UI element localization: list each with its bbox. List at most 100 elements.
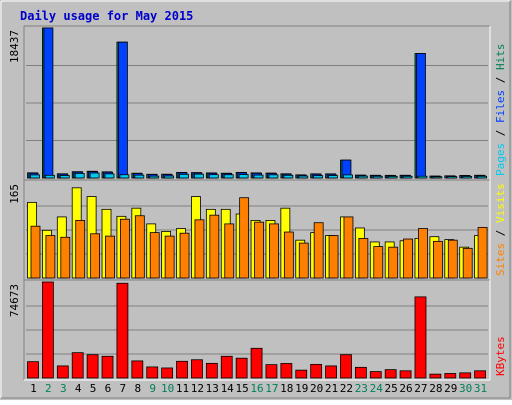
x-tick-label-day-7: 7	[120, 382, 127, 395]
bar-kbytes-day-14	[220, 355, 233, 379]
bar-kbytes-day-9	[146, 366, 159, 379]
bar-pages-day-6	[104, 173, 115, 179]
x-tick-label-day-26: 26	[399, 382, 412, 395]
x-tick-label-day-3: 3	[60, 382, 67, 395]
x-tick-label-day-29: 29	[444, 382, 457, 395]
panel-kbytes: 74673 KBytes	[8, 279, 507, 381]
bar-sites-day-15	[239, 197, 250, 279]
bar-sites-day-6	[105, 235, 115, 279]
bar-pages-day-9	[149, 175, 160, 179]
x-tick-label-day-4: 4	[75, 382, 82, 395]
label-separator: /	[494, 223, 507, 243]
legend-files: Files	[494, 90, 507, 123]
bar-sites-day-10	[164, 235, 175, 279]
label-separator: /	[494, 123, 507, 143]
bar-pages-day-27	[417, 175, 428, 179]
x-tick-label-day-25: 25	[385, 382, 398, 395]
bar-pages-day-2	[45, 174, 55, 179]
bar-sites-day-18	[283, 231, 294, 279]
legend-pages: Pages	[494, 143, 507, 176]
right-axis-label: KBytes	[494, 336, 507, 376]
bar-sites-day-28	[432, 240, 443, 279]
x-tick-label-day-18: 18	[280, 382, 293, 395]
bar-pages-day-26	[402, 175, 413, 179]
bar-sites-day-1	[30, 225, 41, 279]
bar-sites-day-3	[60, 236, 71, 279]
bar-kbytes-day-8	[131, 360, 144, 379]
bar-kbytes-day-5	[86, 354, 99, 379]
bar-kbytes-day-3	[56, 365, 69, 379]
chart-title: Daily usage for May 2015	[20, 9, 193, 23]
x-tick-label-day-1: 1	[30, 382, 37, 395]
x-tick-label-day-19: 19	[295, 382, 308, 395]
bar-kbytes-day-21	[325, 365, 337, 379]
bar-pages-day-31	[477, 175, 487, 179]
bar-pages-day-4	[74, 173, 85, 179]
label-separator: /	[494, 70, 507, 90]
bar-kbytes-day-18	[280, 363, 293, 379]
bar-kbytes-day-19	[295, 369, 308, 379]
bar-kbytes-day-24	[369, 371, 382, 379]
bar-kbytes-day-23	[354, 366, 367, 379]
x-tick-label-day-24: 24	[370, 382, 384, 395]
panel-visits-sites: 165 Sites / Visits	[8, 179, 507, 281]
bar-kbytes-day-7	[116, 282, 129, 379]
legend-sites: Sites	[494, 243, 507, 276]
bar-sites-day-16	[254, 221, 264, 279]
bar-kbytes-day-22	[340, 354, 352, 379]
x-tick-label-day-16: 16	[250, 382, 263, 395]
x-tick-label-day-11: 11	[176, 382, 189, 395]
bar-sites-day-5	[90, 233, 101, 279]
bar-pages-day-1	[30, 174, 40, 179]
bar-pages-day-16	[253, 174, 264, 179]
x-tick-label-day-15: 15	[235, 382, 248, 395]
bar-kbytes-day-17	[265, 364, 278, 379]
bar-sites-day-20	[313, 222, 324, 279]
bar-kbytes-day-28	[429, 373, 442, 379]
bar-sites-day-14	[224, 223, 235, 279]
bar-kbytes-day-30	[459, 372, 472, 379]
bar-pages-day-12	[194, 173, 204, 179]
bar-sites-day-19	[298, 242, 309, 279]
bar-sites-day-7	[120, 218, 130, 279]
y-max-label: 18437	[8, 30, 21, 63]
bar-kbytes-day-25	[384, 369, 397, 379]
bar-kbytes-day-31	[474, 370, 486, 379]
bar-kbytes-day-10	[161, 367, 174, 379]
bar-pages-day-5	[89, 172, 100, 179]
x-tick-label-day-2: 2	[45, 382, 52, 395]
x-tick-label-day-5: 5	[90, 382, 97, 395]
bar-pages-day-28	[432, 176, 443, 179]
bar-sites-day-2	[45, 235, 56, 279]
legend-visits: Visits	[494, 183, 507, 223]
bar-sites-day-12	[194, 219, 205, 279]
x-tick-label-day-10: 10	[161, 382, 174, 395]
bar-sites-day-17	[269, 223, 279, 279]
bar-sites-day-11	[179, 232, 190, 279]
legend-kbytes: KBytes	[494, 336, 507, 376]
legend-hits: Hits	[494, 44, 507, 71]
x-tick-label-day-8: 8	[134, 382, 141, 395]
bar-kbytes-day-1	[27, 361, 39, 379]
bar-sites-day-25	[388, 246, 399, 279]
bar-pages-day-30	[462, 176, 473, 179]
bar-pages-day-15	[238, 174, 249, 179]
x-tick-label-day-27: 27	[414, 382, 427, 395]
bar-sites-day-22	[343, 216, 354, 279]
bar-files-day-2	[43, 27, 54, 179]
bar-sites-day-8	[134, 215, 145, 279]
bar-files-day-7	[118, 41, 128, 179]
bar-pages-day-7	[119, 174, 130, 179]
bar-sites-day-26	[403, 238, 413, 279]
bar-pages-day-14	[223, 174, 234, 179]
bar-kbytes-day-26	[399, 370, 412, 379]
x-tick-label-day-31: 31	[474, 382, 487, 395]
right-axis-label: Pages / Files / Hits	[494, 44, 507, 177]
bar-pages-day-21	[328, 175, 338, 179]
bar-sites-day-9	[149, 232, 160, 279]
x-tick-label-day-20: 20	[310, 382, 323, 395]
bar-sites-day-21	[328, 235, 339, 279]
bar-pages-day-10	[164, 175, 175, 179]
